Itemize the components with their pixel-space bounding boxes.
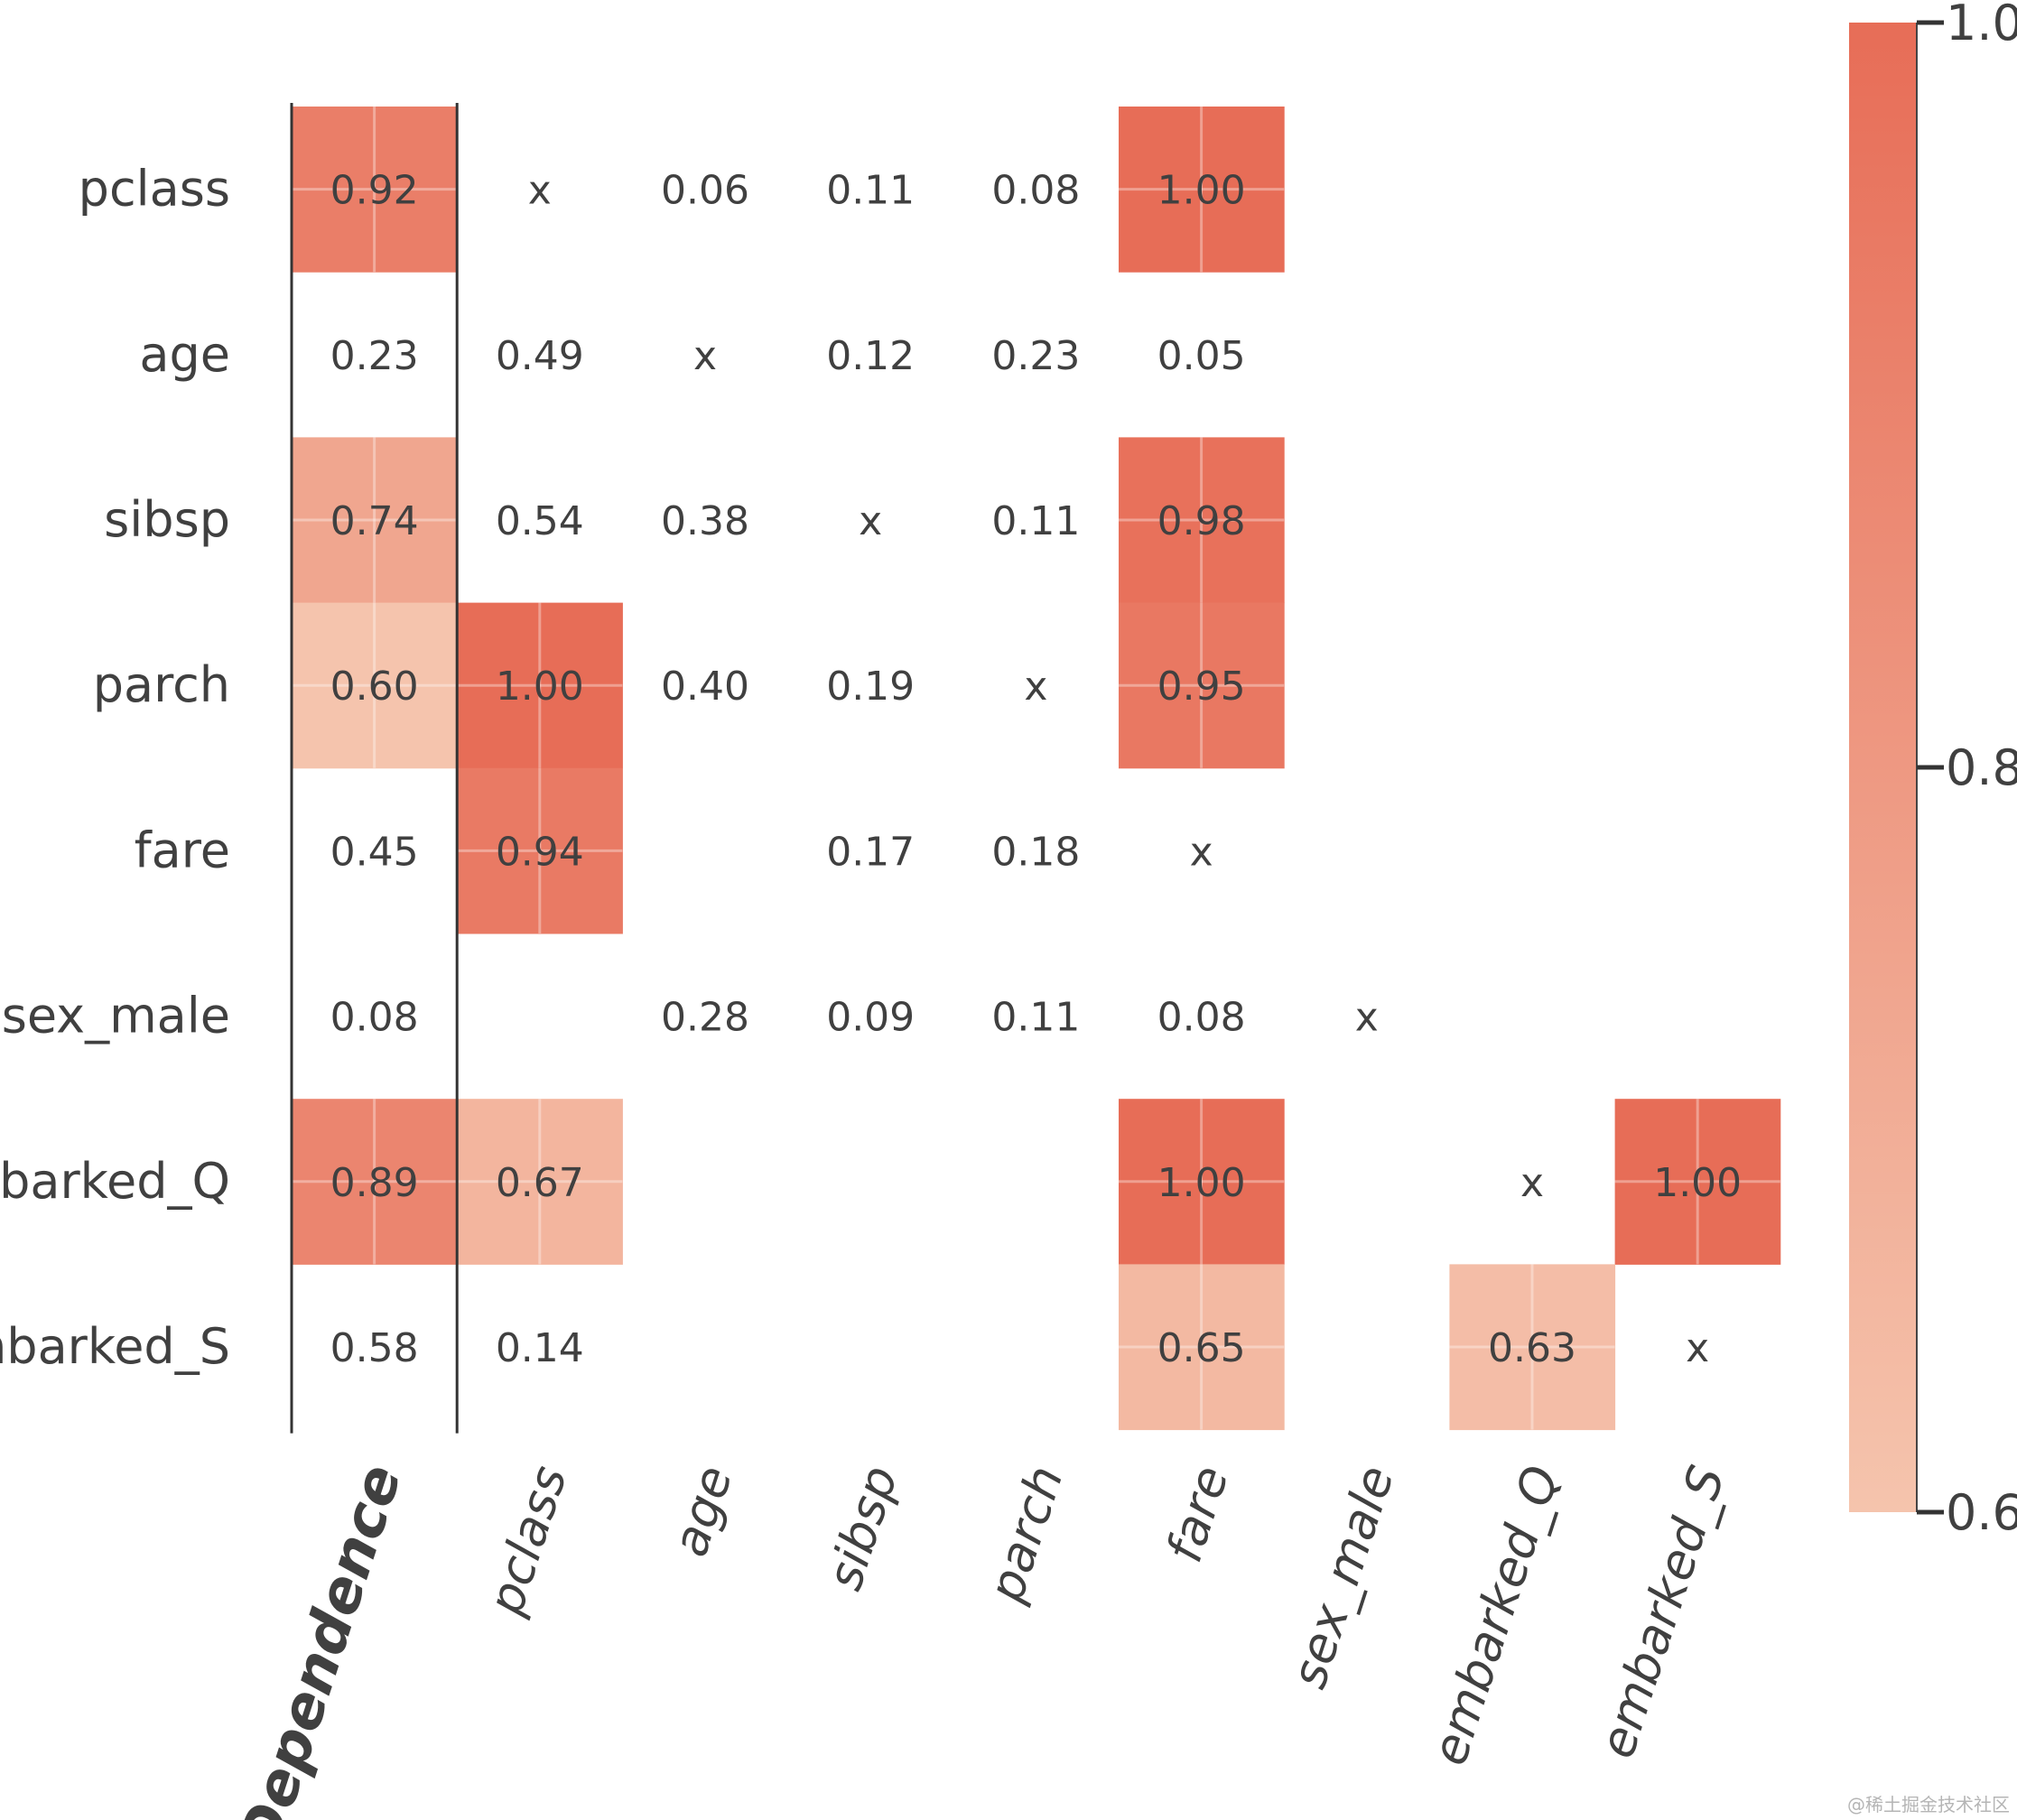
cell-value-label: 0.49 — [496, 333, 584, 379]
cell-value-label: x — [1190, 829, 1213, 875]
cell-value-label: 0.74 — [330, 498, 419, 544]
column-label-pclass: pclass — [477, 1459, 578, 1622]
row-label-parch: parch — [93, 656, 230, 713]
cell-value-label: 0.08 — [1157, 995, 1246, 1041]
column-label-embarked-q: embarked_Q — [1420, 1459, 1570, 1771]
colorbar-gradient — [1849, 23, 1917, 1512]
row-labels: pclass age sibsp parch fare sex_male embarked_… — [0, 161, 230, 1375]
cell-value-label: 0.18 — [991, 829, 1080, 875]
cell-value-label: 0.08 — [991, 168, 1080, 214]
colorbar-tick-label: 1.0 — [1946, 0, 2017, 51]
cell-value-label: 0.94 — [496, 829, 584, 875]
cell-value-label: 0.11 — [991, 498, 1080, 544]
column-label-sex-male: sex_male — [1280, 1459, 1405, 1695]
cell-value-label: 0.63 — [1488, 1325, 1576, 1371]
cell-value-label: 1.00 — [1157, 1160, 1246, 1206]
cell-value-label: 0.23 — [330, 333, 419, 379]
cell-value-label: 0.38 — [661, 498, 749, 544]
column-labels: Dependence pclass age sibsp parch fare sex_mal… — [227, 1457, 1735, 1820]
cell-value-label: 0.08 — [330, 995, 419, 1041]
row-label-age: age — [139, 326, 230, 383]
cell-value-label: 0.06 — [661, 168, 749, 214]
row-label-embarked-q: embarked_Q — [0, 1153, 230, 1210]
column-label-sibsp: sibsp — [815, 1459, 908, 1596]
colorbar: 1.0 0.8 0.6 — [1849, 0, 2017, 1541]
colorbar-tick-label: 0.8 — [1946, 739, 2017, 796]
row-label-pclass: pclass — [79, 161, 230, 218]
cell-value-label: 0.45 — [330, 829, 419, 875]
cell-value-label: 1.00 — [1157, 168, 1246, 214]
cell-value-label: 0.11 — [991, 995, 1080, 1041]
row-label-embarked-s: embarked_S — [0, 1318, 230, 1375]
cell-value-label: 1.00 — [1653, 1160, 1742, 1206]
column-label-dependence: Dependence — [227, 1457, 415, 1820]
cell-value-label: x — [1520, 1160, 1544, 1206]
cell-value-label: x — [1024, 664, 1047, 710]
cell-value-label: 0.67 — [496, 1160, 584, 1206]
cell-value-label: 0.23 — [991, 333, 1080, 379]
cell-value-label: 0.14 — [496, 1325, 584, 1371]
cell-value-label: 0.40 — [661, 664, 749, 710]
column-label-embarked-s: embarked_S — [1588, 1459, 1736, 1765]
cell-value-label: 0.17 — [826, 829, 915, 875]
cell-value-label: 0.05 — [1157, 333, 1246, 379]
cell-value-label: x — [528, 168, 552, 214]
cell-value-label: 0.09 — [826, 995, 915, 1041]
cell-value-label: 0.95 — [1157, 664, 1246, 710]
cell-value-label: x — [1355, 995, 1379, 1041]
row-label-fare: fare — [135, 822, 230, 878]
row-label-sibsp: sibsp — [104, 491, 230, 548]
cell-value-label: x — [693, 333, 717, 379]
cell-value-label: 0.54 — [496, 498, 584, 544]
cell-value-label: 1.00 — [496, 664, 584, 710]
cell-value-label: x — [859, 498, 882, 544]
cell-value-label: 0.65 — [1157, 1325, 1246, 1371]
row-label-sex-male: sex_male — [2, 988, 230, 1045]
watermark: @稀土掘金技术社区 — [1847, 1790, 2010, 1816]
heatmap-cells — [292, 107, 1780, 1430]
cell-value-label: 0.60 — [330, 664, 419, 710]
cell-value-label: 0.58 — [330, 1325, 419, 1371]
cell-value-label: 0.98 — [1157, 498, 1246, 544]
colorbar-tick-label: 0.6 — [1946, 1484, 2017, 1541]
cell-value-label: 0.89 — [330, 1160, 419, 1206]
column-label-age: age — [661, 1459, 743, 1563]
cell-value-label: x — [1686, 1325, 1709, 1371]
cell-value-label: 0.92 — [330, 168, 419, 214]
cell-value-label: 0.28 — [661, 995, 749, 1041]
column-label-fare: fare — [1156, 1459, 1240, 1569]
dependence-heatmap: 0.92 x 0.06 0.11 0.08 1.00 0.23 0.49 x 0.12 0.23 0.… — [0, 0, 2017, 1820]
cell-value-label: 0.12 — [826, 333, 915, 379]
cell-value-label: 0.19 — [826, 664, 915, 710]
cell-value-label: 0.11 — [826, 168, 915, 214]
column-label-parch: parch — [977, 1459, 1074, 1609]
